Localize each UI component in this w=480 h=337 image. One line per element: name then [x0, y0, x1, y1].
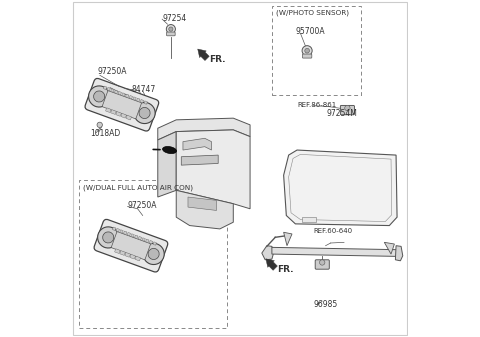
- Text: 1018AD: 1018AD: [91, 129, 121, 138]
- Text: 96985: 96985: [313, 300, 337, 309]
- Bar: [118, 91, 121, 95]
- Circle shape: [345, 105, 350, 111]
- FancyBboxPatch shape: [94, 219, 168, 272]
- Bar: [123, 231, 127, 235]
- Circle shape: [302, 46, 312, 56]
- Text: 97250A: 97250A: [128, 201, 157, 210]
- Bar: [138, 237, 142, 240]
- Bar: [142, 238, 145, 241]
- Bar: [112, 227, 116, 231]
- FancyBboxPatch shape: [116, 112, 121, 116]
- FancyBboxPatch shape: [111, 232, 150, 259]
- Bar: [127, 233, 131, 236]
- FancyBboxPatch shape: [130, 254, 135, 259]
- Text: 97254: 97254: [162, 13, 186, 23]
- Bar: [131, 234, 134, 237]
- Bar: [111, 89, 114, 92]
- Polygon shape: [284, 150, 397, 225]
- Text: FR.: FR.: [209, 55, 226, 64]
- Bar: [103, 86, 107, 90]
- Text: (W/PHOTO SENSOR): (W/PHOTO SENSOR): [276, 10, 349, 16]
- FancyBboxPatch shape: [302, 217, 315, 222]
- Bar: [145, 239, 149, 243]
- Polygon shape: [284, 232, 292, 246]
- Circle shape: [167, 25, 175, 34]
- Bar: [136, 98, 140, 102]
- Bar: [153, 242, 156, 245]
- Polygon shape: [262, 246, 274, 260]
- FancyBboxPatch shape: [302, 54, 312, 58]
- Circle shape: [97, 122, 102, 128]
- Polygon shape: [272, 247, 399, 256]
- Bar: [79, 180, 227, 328]
- Polygon shape: [384, 242, 395, 254]
- FancyBboxPatch shape: [120, 251, 125, 255]
- FancyBboxPatch shape: [102, 91, 142, 119]
- Bar: [116, 228, 120, 232]
- Polygon shape: [158, 118, 250, 140]
- Circle shape: [94, 91, 105, 102]
- Polygon shape: [183, 138, 212, 150]
- FancyArrow shape: [266, 259, 277, 270]
- FancyBboxPatch shape: [315, 260, 329, 269]
- Ellipse shape: [163, 147, 177, 154]
- FancyBboxPatch shape: [121, 114, 126, 118]
- Polygon shape: [181, 155, 218, 165]
- Polygon shape: [396, 246, 403, 261]
- Circle shape: [103, 232, 114, 243]
- Text: 84747: 84747: [132, 85, 156, 94]
- FancyBboxPatch shape: [340, 105, 354, 115]
- Bar: [149, 241, 153, 244]
- Bar: [144, 101, 147, 104]
- Polygon shape: [158, 131, 176, 197]
- Circle shape: [169, 27, 173, 31]
- Circle shape: [97, 227, 119, 248]
- Bar: [114, 90, 118, 94]
- Text: 97250A: 97250A: [97, 67, 127, 76]
- Circle shape: [148, 248, 159, 259]
- FancyBboxPatch shape: [125, 252, 130, 257]
- Bar: [125, 94, 129, 98]
- Circle shape: [305, 48, 310, 53]
- FancyBboxPatch shape: [111, 110, 116, 114]
- Text: REF.86-861: REF.86-861: [297, 102, 336, 108]
- FancyBboxPatch shape: [167, 32, 175, 36]
- Circle shape: [320, 260, 325, 265]
- Bar: [272, 6, 361, 95]
- Polygon shape: [176, 190, 233, 229]
- Bar: [134, 235, 138, 239]
- Text: 97254M: 97254M: [326, 109, 358, 118]
- FancyBboxPatch shape: [85, 79, 159, 131]
- Text: (W/DUAL FULL AUTO AIR CON): (W/DUAL FULL AUTO AIR CON): [83, 184, 193, 191]
- Bar: [107, 87, 110, 91]
- Text: FR.: FR.: [277, 265, 293, 274]
- Circle shape: [134, 102, 155, 124]
- Bar: [122, 93, 125, 96]
- FancyBboxPatch shape: [115, 249, 120, 253]
- Polygon shape: [176, 130, 250, 209]
- Bar: [129, 95, 132, 99]
- Text: REF.60-640: REF.60-640: [314, 227, 353, 234]
- FancyBboxPatch shape: [126, 115, 132, 120]
- Circle shape: [89, 86, 110, 107]
- Polygon shape: [188, 197, 216, 210]
- Bar: [140, 99, 144, 103]
- Bar: [120, 230, 123, 233]
- FancyBboxPatch shape: [135, 256, 141, 261]
- Circle shape: [139, 108, 150, 119]
- Bar: [133, 97, 136, 100]
- Circle shape: [143, 243, 164, 265]
- Text: 95700A: 95700A: [295, 27, 325, 36]
- FancyArrow shape: [198, 49, 209, 61]
- FancyBboxPatch shape: [106, 108, 111, 113]
